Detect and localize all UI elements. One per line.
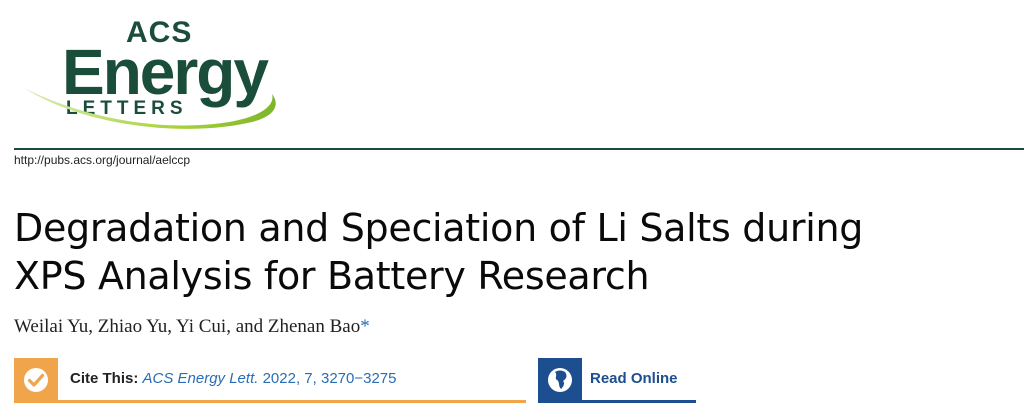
cite-label: Cite This: <box>70 370 139 387</box>
journal-logo: ACS Energy LETTERS <box>24 16 276 129</box>
title-line-2: XPS Analysis for Battery Research <box>14 254 650 298</box>
logo-energy-text: Energy <box>62 36 269 108</box>
read-online-label: Read Online <box>590 370 678 387</box>
header-rule <box>14 148 1024 150</box>
check-icon <box>14 358 58 403</box>
title-line-1: Degradation and Speciation of Li Salts d… <box>14 206 864 250</box>
author-list: Weilai Yu, Zhiao Yu, Yi Cui, and Zhenan … <box>14 316 370 338</box>
article-title: Degradation and Speciation of Li Salts d… <box>14 204 1029 300</box>
corresponding-author-mark[interactable]: * <box>360 316 370 337</box>
logo-swoosh <box>24 88 276 129</box>
cite-this-box[interactable]: Cite This: ACS Energy Lett. 2022, 7, 327… <box>14 358 526 403</box>
read-online-button[interactable]: Read Online <box>538 358 696 403</box>
logo-acs-text: ACS <box>126 16 192 49</box>
cite-details[interactable]: 2022, 7, 3270−3275 <box>262 370 397 387</box>
authors-text: Weilai Yu, Zhiao Yu, Yi Cui, and Zhenan … <box>14 316 361 337</box>
cite-text: Cite This: ACS Energy Lett. 2022, 7, 327… <box>70 370 396 387</box>
cite-journal[interactable]: ACS Energy Lett. <box>142 370 259 387</box>
globe-icon <box>538 358 582 403</box>
journal-url[interactable]: http://pubs.acs.org/journal/aelccp <box>14 153 191 167</box>
logo-letters-text: LETTERS <box>66 98 188 119</box>
